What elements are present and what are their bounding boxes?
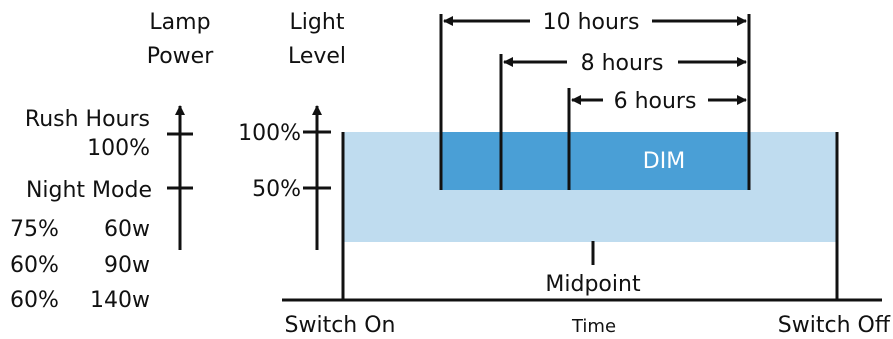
ten-hours-label: 10 hours [543,10,640,35]
lamp-axis-title-line1: Lamp [149,10,210,35]
dim-label: DIM [643,149,685,174]
light-tick-50-label: 50% [252,177,301,202]
eight-hours-label: 8 hours [581,51,664,76]
dim-band [441,132,749,190]
night-mode-row-3-watts: 140w [90,288,150,313]
night-mode-row-3-percent: 60% [10,288,59,313]
night-mode-row-1-percent: 75% [10,217,59,242]
light-tick-100-label: 100% [238,121,301,146]
switch-on-label: Switch On [285,313,396,338]
switch-off-label: Switch Off [778,313,891,338]
light-axis-title-line2: Level [288,44,346,69]
time-label: Time [571,316,616,337]
rush-hours-value: 100% [87,136,150,161]
night-mode-row-2-percent: 60% [10,253,59,278]
lamp-axis-title-line2: Power [147,44,214,69]
night-mode-row-2-watts: 90w [104,253,150,278]
rush-hours-label: Rush Hours [25,107,150,132]
six-hours-label: 6 hours [614,89,697,114]
night-mode-label: Night Mode [26,178,152,203]
midpoint-label: Midpoint [545,272,641,297]
night-mode-row-1-watts: 60w [104,217,150,242]
light-axis-title-line1: Light [290,10,345,35]
